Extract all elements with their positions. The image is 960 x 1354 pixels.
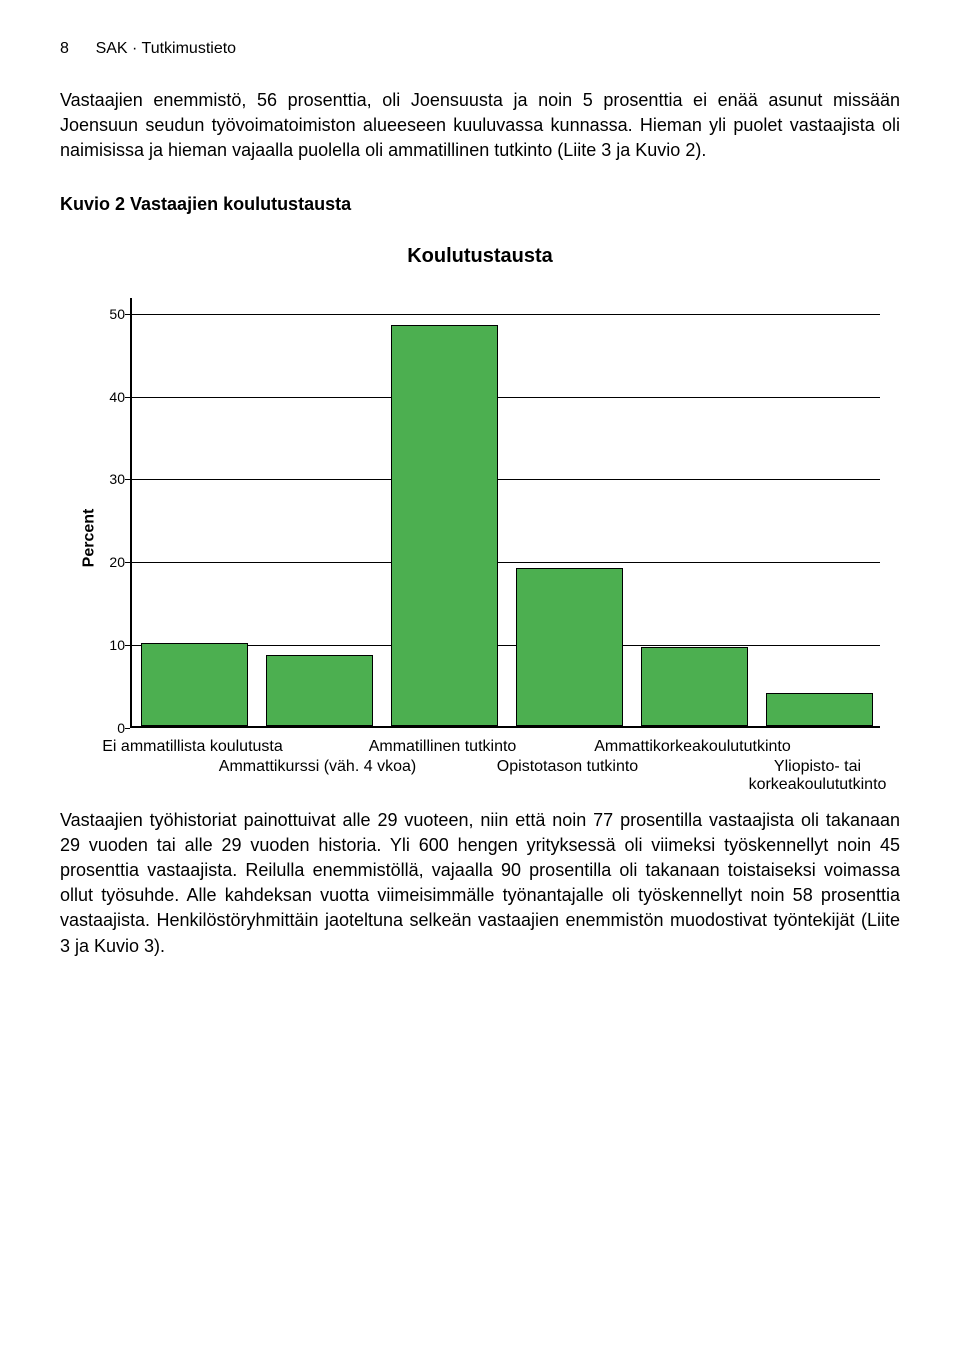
chart-bar	[516, 568, 622, 725]
x-axis-labels: Ei ammatillista koulutustaAmmattikurssi …	[130, 733, 880, 788]
chart-heading: Kuvio 2 Vastaajien koulutustausta	[60, 194, 900, 215]
chart-bar	[391, 325, 497, 726]
y-tick-label: 20	[100, 554, 125, 570]
y-tick-label: 10	[100, 637, 125, 653]
x-axis-label: Ammattikorkeakoulututkinto	[594, 738, 791, 756]
y-tick	[125, 314, 130, 315]
gridline	[132, 397, 880, 398]
plot-area	[130, 298, 880, 728]
y-axis-label: Percent	[80, 508, 98, 567]
y-tick-label: 50	[100, 306, 125, 322]
chart-bar	[266, 655, 372, 725]
page-number: 8	[60, 40, 69, 57]
page-header: 8 SAK · Tutkimustieto	[60, 40, 900, 58]
y-tick	[125, 562, 130, 563]
paragraph-2: Vastaajien työhistoriat painottuivat all…	[60, 808, 900, 959]
x-axis-label: Yliopisto- taikorkeakoulututkinto	[748, 758, 888, 794]
y-tick-label: 40	[100, 389, 125, 405]
gridline	[132, 314, 880, 315]
gridline	[132, 562, 880, 563]
chart-bar	[141, 643, 247, 726]
x-axis-label: Ei ammatillista koulutusta	[102, 738, 283, 756]
y-tick	[125, 397, 130, 398]
chart-bar	[641, 647, 747, 726]
x-axis-label: Ammattikurssi (väh. 4 vkoa)	[219, 758, 416, 776]
bar-chart: Percent Ei ammatillista koulutustaAmmatt…	[70, 288, 890, 788]
y-tick	[125, 728, 130, 729]
paragraph-1: Vastaajien enemmistö, 56 prosenttia, oli…	[60, 88, 900, 164]
header-title: SAK · Tutkimustieto	[96, 40, 237, 57]
gridline	[132, 479, 880, 480]
x-axis-label: Opistotason tutkinto	[497, 758, 638, 776]
x-axis-label: Ammatillinen tutkinto	[369, 738, 517, 756]
y-tick-label: 0	[100, 720, 125, 736]
chart-bar	[766, 693, 872, 726]
y-tick	[125, 645, 130, 646]
y-tick	[125, 479, 130, 480]
y-tick-label: 30	[100, 471, 125, 487]
chart-title: Koulutustausta	[60, 245, 900, 268]
